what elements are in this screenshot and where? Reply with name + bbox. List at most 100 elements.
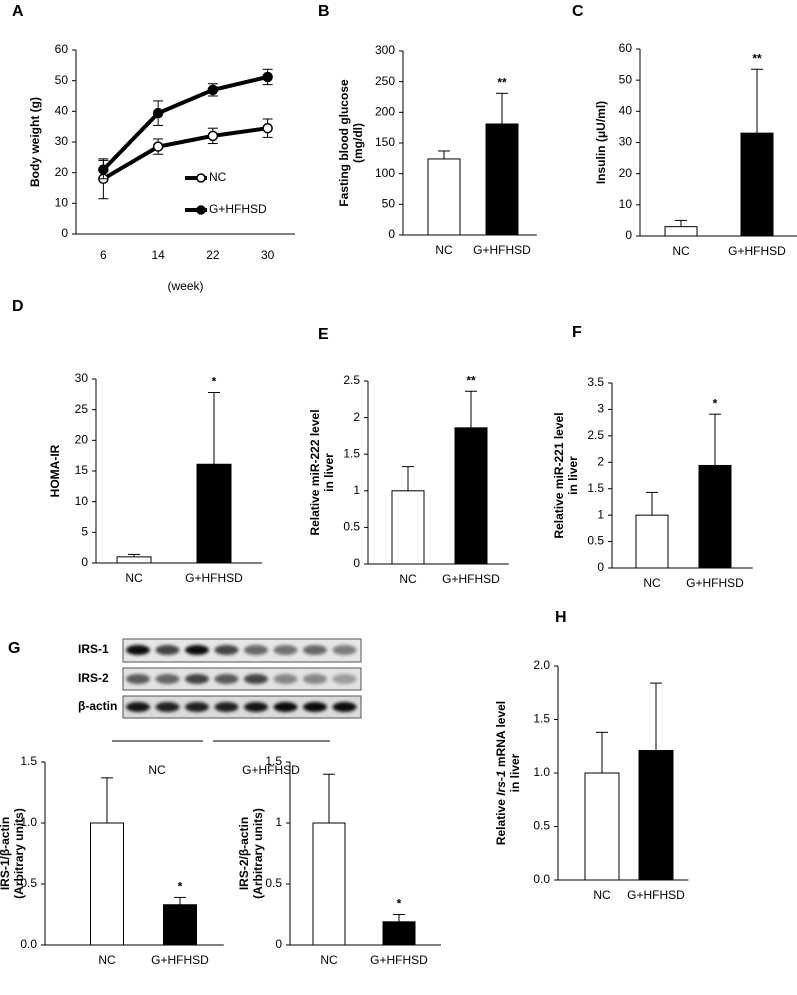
y-tick-label: 10 <box>75 494 89 508</box>
blot-band <box>332 645 357 655</box>
y-tick-label: 1 <box>597 507 604 521</box>
y-tick-label: 1.0 <box>20 815 37 829</box>
y-axis-label-part: Fasting blood glucose <box>337 79 351 207</box>
blot-band <box>155 674 180 684</box>
x-tick-label: G+HFHSD <box>442 572 500 586</box>
y-tick-label: 50 <box>55 73 69 87</box>
y-axis-label: Relative Irs-1 mRNA level <box>494 701 508 845</box>
blot-row-label: β-actin <box>78 699 117 713</box>
panel-letter: A <box>12 3 24 20</box>
y-tick-label: 30 <box>55 134 69 148</box>
y-tick-label: 0 <box>81 555 88 569</box>
blot-band <box>303 702 327 712</box>
blot-band <box>185 645 209 655</box>
y-tick-label: 10 <box>55 196 69 210</box>
y-tick-label: 0 <box>597 560 604 574</box>
x-tick-label: 14 <box>151 248 165 262</box>
y-tick-label: 0.5 <box>20 876 37 890</box>
y-axis-label: Body weight (g) <box>28 97 42 187</box>
blot-band <box>303 674 327 684</box>
x-tick-label: NC <box>435 243 453 257</box>
y-tick-label: 20 <box>619 166 633 180</box>
y-tick-label: 0.5 <box>265 876 282 890</box>
bar <box>664 226 698 237</box>
y-axis-label-part: Body weight (g) <box>28 97 42 187</box>
panel-letter: B <box>318 3 330 20</box>
y-axis-label-part: Relative <box>494 796 508 845</box>
x-tick-label: NC <box>672 244 690 258</box>
blot-band <box>303 645 327 655</box>
y-tick-label: 50 <box>619 72 633 86</box>
blot-band <box>244 702 268 712</box>
y-tick-label: 1 <box>353 483 360 497</box>
y-tick-label: 20 <box>75 433 89 447</box>
y-axis-label: Relative miR-221 level <box>552 412 566 538</box>
blot-band <box>126 645 150 655</box>
blot-strip <box>122 638 362 663</box>
x-tick-label: NC <box>593 888 611 902</box>
y-tick-label: 0 <box>388 227 395 241</box>
y-axis-label: in liver <box>566 456 580 495</box>
y-tick-label: 1.5 <box>587 481 604 495</box>
x-tick-label: G+HFHSD <box>370 953 428 967</box>
y-axis-label: HOMA-IR <box>48 444 62 497</box>
y-tick-label: 0 <box>61 226 68 240</box>
blot-band <box>214 674 239 684</box>
panel-letter: H <box>555 609 567 626</box>
y-tick-label: 1.5 <box>265 754 282 768</box>
significance-mark: * <box>178 880 183 894</box>
blot-band <box>244 645 268 655</box>
bar <box>391 490 425 565</box>
bar <box>116 556 152 564</box>
x-tick-label: G+HFHSD <box>627 888 685 902</box>
y-tick-label: 150 <box>375 135 395 149</box>
y-tick-label: 0.0 <box>20 937 37 951</box>
y-tick-label: 2 <box>597 454 604 468</box>
y-tick-label: 0 <box>625 228 632 242</box>
x-tick-label: 22 <box>206 248 220 262</box>
y-axis-label-part: Relative miR-222 level <box>308 409 322 535</box>
y-tick-label: 30 <box>619 135 633 149</box>
bar <box>584 772 620 881</box>
y-axis-label-part: Insulin (μU/ml) <box>594 101 608 184</box>
blot-strip <box>122 695 362 719</box>
blot-strip <box>122 667 362 691</box>
y-tick-label: 25 <box>75 402 89 416</box>
y-axis-label: (Arbitrary units) <box>12 808 26 899</box>
x-tick-label: NC <box>643 576 661 590</box>
blot-band <box>332 702 357 712</box>
panel-letter: F <box>572 324 582 341</box>
bar <box>485 123 519 236</box>
y-tick-label: 100 <box>375 166 395 180</box>
y-tick-label: 0 <box>275 937 282 951</box>
significance-mark: * <box>713 396 718 410</box>
bar <box>312 822 346 946</box>
x-tick-label: NC <box>125 571 143 585</box>
bar <box>382 921 416 946</box>
y-axis-label-part: IRS-1/β-actin <box>0 817 12 890</box>
blot-band <box>273 645 298 655</box>
y-axis-label-part: IRS-2/β-actin <box>237 817 251 890</box>
bar <box>163 904 197 946</box>
x-tick-label: G+HFHSD <box>728 244 786 258</box>
significance-mark: * <box>397 897 402 911</box>
significance-mark: ** <box>752 51 762 65</box>
y-tick-label: 2 <box>353 410 360 424</box>
bar <box>427 158 461 236</box>
y-tick-label: 3 <box>597 402 604 416</box>
y-tick-label: 5 <box>81 525 88 539</box>
panel-letter: E <box>318 326 329 343</box>
bar <box>196 463 232 564</box>
y-axis-label-part: in liver <box>566 456 580 495</box>
x-tick-label: 30 <box>261 248 275 262</box>
blot-row-label: IRS-2 <box>78 671 109 685</box>
y-tick-label: 20 <box>55 165 69 179</box>
data-point <box>262 122 273 134</box>
y-tick-label: 3.5 <box>587 375 604 389</box>
blot-band <box>185 702 209 712</box>
x-tick-label: NC <box>320 953 338 967</box>
y-tick-label: 1.5 <box>343 446 360 460</box>
group-label: G+HFHSD <box>242 763 300 777</box>
y-tick-label: 300 <box>375 43 395 57</box>
y-tick-label: 40 <box>619 104 633 118</box>
